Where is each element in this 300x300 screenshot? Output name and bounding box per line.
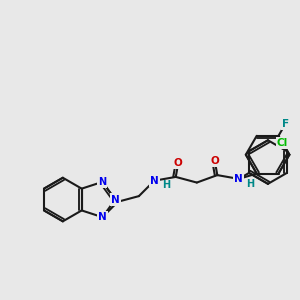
Text: F: F xyxy=(282,119,289,129)
Text: N: N xyxy=(111,194,120,205)
Text: N: N xyxy=(98,212,107,222)
Text: O: O xyxy=(174,158,182,168)
Text: O: O xyxy=(211,156,219,167)
Text: H: H xyxy=(246,179,254,189)
Text: Cl: Cl xyxy=(277,138,288,148)
Text: H: H xyxy=(162,180,170,190)
Text: N: N xyxy=(98,177,106,187)
Text: N: N xyxy=(234,174,243,184)
Text: N: N xyxy=(150,176,159,186)
